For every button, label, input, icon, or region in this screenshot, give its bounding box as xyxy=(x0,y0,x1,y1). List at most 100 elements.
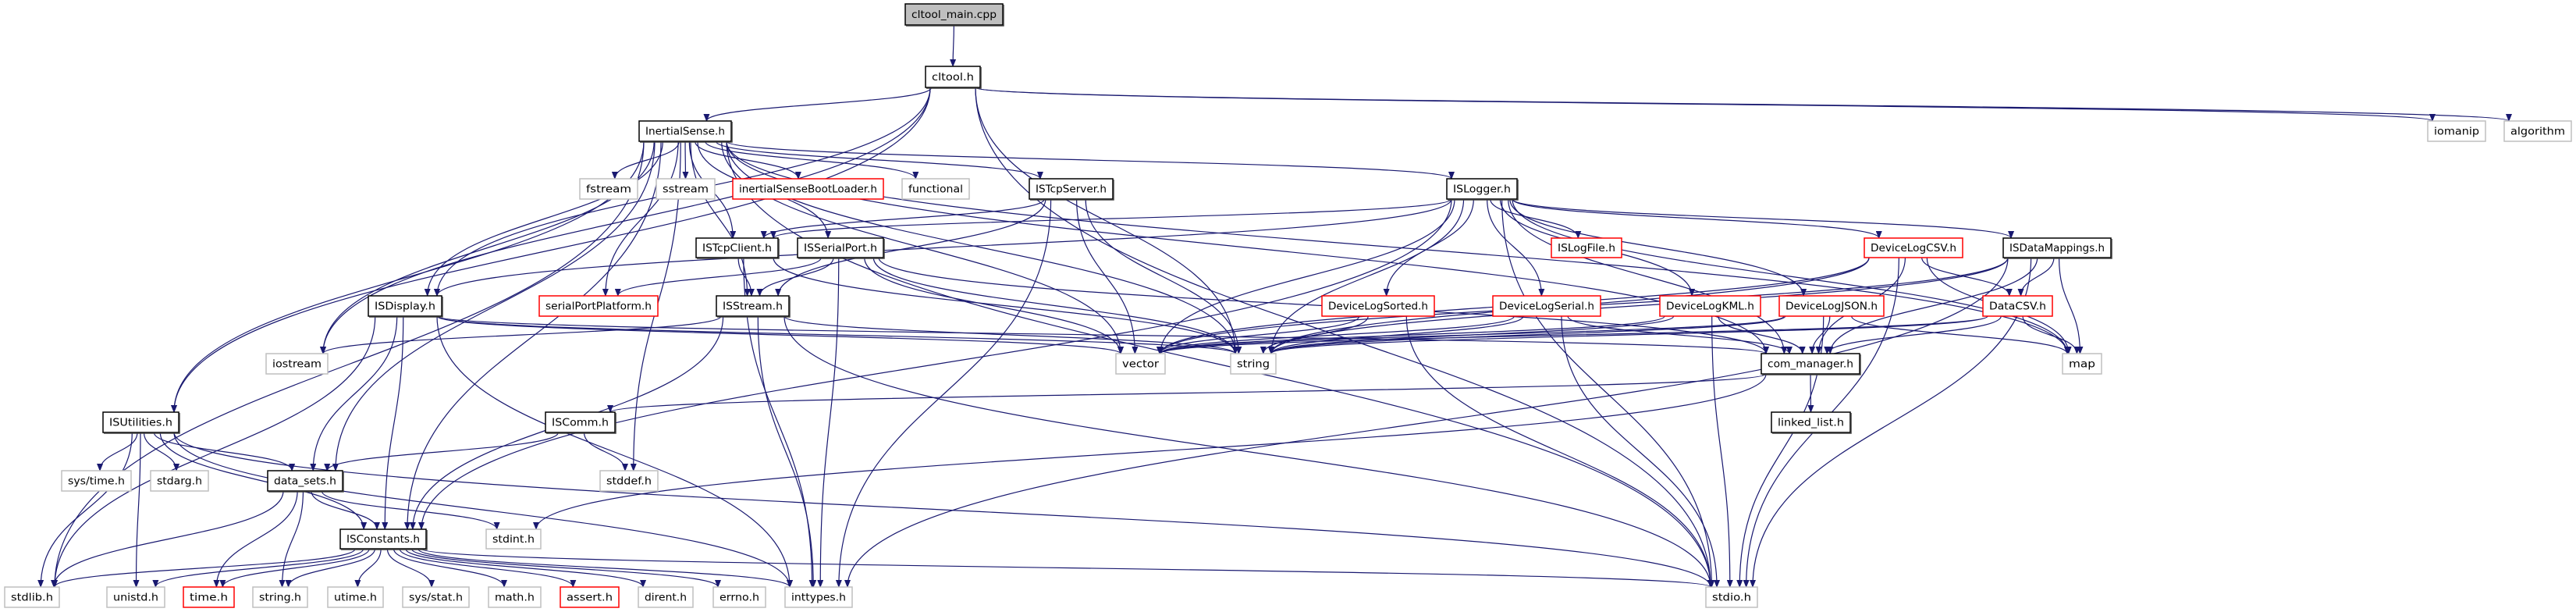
edge-ISUtilities-to-stdlib xyxy=(37,432,133,588)
edge-ISLogger-to-stdio xyxy=(1501,198,1715,588)
node-DataCSV[interactable]: DataCSV.h xyxy=(1982,295,2053,317)
edge-ISConstants-to-sysstat xyxy=(386,548,435,588)
node-box xyxy=(1230,353,1277,375)
edge-InertialSense-to-serialPortPlatform xyxy=(602,141,679,297)
node-cltool_main[interactable]: cltool_main.cpp xyxy=(904,3,1004,27)
node-shadow xyxy=(2004,239,2112,259)
node-DeviceLogSorted[interactable]: DeviceLogSorted.h xyxy=(1321,295,1435,317)
edges-layer xyxy=(37,24,2512,588)
node-ISSerialPort[interactable]: ISSerialPort.h xyxy=(797,237,885,259)
node-map: map xyxy=(2062,353,2102,375)
edge-ISLogger-to-ISDataMappings xyxy=(1512,198,2014,239)
edge-InertialSense-to-functional xyxy=(705,141,919,180)
node-ISConstants[interactable]: ISConstants.h xyxy=(339,528,428,550)
edge-ISLogger-to-DeviceLogSerial xyxy=(1487,198,1545,297)
node-box xyxy=(797,237,884,258)
node-label: ISTcpClient.h xyxy=(702,243,772,254)
node-inttypes: inttypes.h xyxy=(784,586,853,608)
node-com_manager[interactable]: com_manager.h xyxy=(1761,353,1861,375)
edge-ISDisplay-to-com_manager xyxy=(436,315,1769,354)
node-shadow xyxy=(1448,180,1519,201)
node-time[interactable]: time.h xyxy=(183,586,235,608)
node-ISComm[interactable]: ISComm.h xyxy=(545,411,616,434)
edge-ISConstants-to-math xyxy=(393,548,507,588)
edge-DeviceLogJSON-to-com_manager xyxy=(1809,315,1831,354)
node-label: algorithm xyxy=(2510,126,2565,138)
node-box xyxy=(1705,586,1758,608)
edge-DeviceLogSerial-to-com_manager xyxy=(1567,315,1793,354)
node-ISUtilities[interactable]: ISUtilities.h xyxy=(102,411,180,434)
edge-ISConstants-to-dirent xyxy=(405,548,646,588)
node-box xyxy=(695,237,779,258)
node-ISLogFile[interactable]: ISLogFile.h xyxy=(1551,237,1622,258)
edge-ISTcpServer-to-string xyxy=(1085,198,1242,354)
node-label: sstream xyxy=(663,184,709,196)
edge-ISLogger-to-ISConstants xyxy=(418,198,1452,530)
edge-ISSerialPort-to-inttypes xyxy=(817,257,840,588)
node-shadow xyxy=(104,413,180,434)
node-ISTcpServer[interactable]: ISTcpServer.h xyxy=(1029,178,1114,201)
node-assert[interactable]: assert.h xyxy=(560,586,620,608)
node-string: string xyxy=(1230,353,1277,375)
node-box xyxy=(1551,237,1622,258)
node-linked_list[interactable]: linked_list.h xyxy=(1771,411,1852,434)
node-ISTcpClient[interactable]: ISTcpClient.h xyxy=(695,237,780,259)
edge-ISDisplay-to-vector xyxy=(436,315,1124,354)
node-label: string.h xyxy=(259,592,301,604)
node-ISDisplay[interactable]: ISDisplay.h xyxy=(368,295,443,318)
node-shadow xyxy=(546,413,616,434)
edge-com_manager-to-ISComm xyxy=(607,373,1767,413)
node-label: unistd.h xyxy=(113,592,158,604)
node-box xyxy=(560,586,620,608)
edge-ISConstants-to-inttypes xyxy=(417,548,793,588)
node-box xyxy=(656,178,716,200)
node-ISDataMappings[interactable]: ISDataMappings.h xyxy=(2002,237,2112,259)
edge-DataCSV-to-vector xyxy=(1157,315,1988,354)
node-box xyxy=(784,586,853,608)
node-DeviceLogCSV[interactable]: DeviceLogCSV.h xyxy=(1864,237,1963,258)
node-iostream: iostream xyxy=(265,353,329,375)
node-algorithm: algorithm xyxy=(2503,120,2572,142)
node-serialPortPlatform[interactable]: serialPortPlatform.h xyxy=(538,295,659,317)
node-box xyxy=(638,586,694,608)
node-data_sets[interactable]: data_sets.h xyxy=(267,470,344,493)
edge-cltool-to-string xyxy=(975,87,1238,354)
node-InertialSense[interactable]: InertialSense.h xyxy=(638,120,733,143)
node-label: DeviceLogJSON.h xyxy=(1785,301,1878,313)
node-box xyxy=(106,586,165,608)
edge-ISConstants-to-time xyxy=(219,548,370,588)
edge-ISDisplay-to-ISConstants xyxy=(382,315,404,530)
node-cltool[interactable]: cltool.h xyxy=(925,66,982,89)
node-shadow xyxy=(926,67,982,89)
node-box xyxy=(2427,120,2486,142)
node-box xyxy=(1446,178,1518,200)
node-label: time.h xyxy=(190,592,228,604)
node-shadow xyxy=(268,471,344,493)
edge-ISLogger-to-ISTcpClient xyxy=(770,198,1452,239)
node-DeviceLogSerial[interactable]: DeviceLogSerial.h xyxy=(1492,295,1601,317)
node-shadow xyxy=(906,5,1004,27)
node-box xyxy=(265,353,329,375)
node-DeviceLogKML[interactable]: DeviceLogKML.h xyxy=(1659,295,1761,317)
edge-cltool-to-iostream xyxy=(320,87,931,354)
node-label: sys/stat.h xyxy=(409,592,463,604)
node-iomanip: iomanip xyxy=(2427,120,2486,142)
node-ISLogger[interactable]: ISLogger.h xyxy=(1446,178,1519,201)
edge-InertialSense-to-vector xyxy=(721,141,1124,354)
node-stdint: stdint.h xyxy=(485,528,542,550)
edge-DeviceLogKML-to-stdio xyxy=(1711,315,1733,588)
node-box xyxy=(716,295,790,317)
node-DeviceLogJSON[interactable]: DeviceLogJSON.h xyxy=(1778,295,1885,317)
edge-ISComm-to-stddef xyxy=(583,432,628,471)
edge-ISDataMappings-to-string xyxy=(1268,257,2009,354)
node-label: math.h xyxy=(495,592,535,604)
node-shadow xyxy=(798,239,885,259)
node-stringh: string.h xyxy=(252,586,308,608)
edge-ISDisplay-to-data_sets xyxy=(310,315,398,471)
edge-ISUtilities-to-inttypes xyxy=(173,432,793,588)
node-shadow xyxy=(1030,180,1114,201)
edge-ISConstants-to-assert xyxy=(399,548,577,588)
node-ISStream[interactable]: ISStream.h xyxy=(716,295,791,318)
node-bootloader[interactable]: inertialSenseBootLoader.h xyxy=(732,178,884,200)
node-box xyxy=(1321,295,1435,317)
